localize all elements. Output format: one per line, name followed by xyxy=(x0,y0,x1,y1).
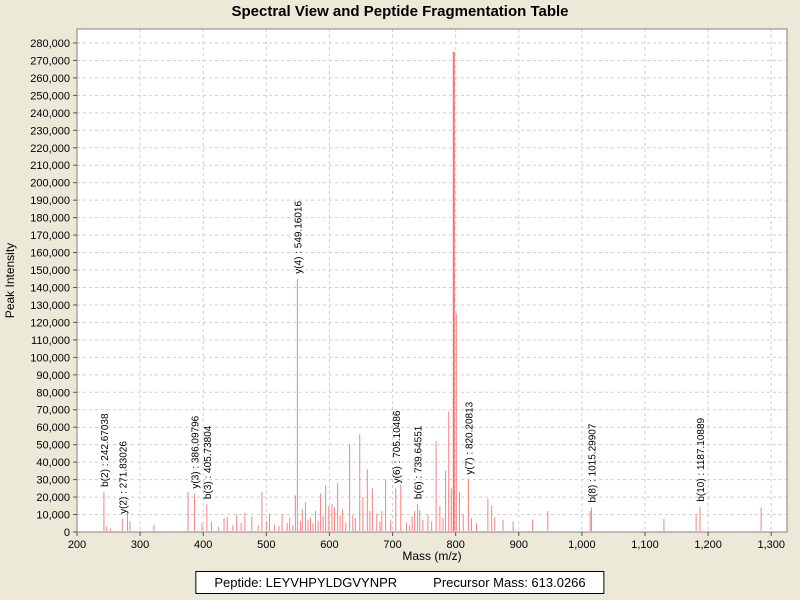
svg-text:1,200: 1,200 xyxy=(694,539,722,551)
svg-text:80,000: 80,000 xyxy=(36,387,70,399)
fragment-ion-label: b(3) : 405.73804 xyxy=(203,425,214,499)
peptide-info-panel: Peptide: LEYVHPYLDGVYNPR Precursor Mass:… xyxy=(195,571,605,594)
svg-text:50,000: 50,000 xyxy=(36,440,70,452)
svg-text:250,000: 250,000 xyxy=(30,90,70,102)
x-axis-label: Mass (m/z) xyxy=(402,549,461,563)
y-axis-label: Peak Intensity xyxy=(3,243,17,318)
peak-annotations: b(2) : 242.67038 y(2) : 271.83026 y(3) : 3… xyxy=(100,200,707,513)
fragment-ion-label: y(2) : 271.83026 xyxy=(118,441,129,514)
svg-text:0: 0 xyxy=(64,527,70,539)
fragment-ion-label: y(7) : 820.20813 xyxy=(464,401,475,474)
svg-text:170,000: 170,000 xyxy=(30,230,70,242)
plot-border xyxy=(76,28,788,533)
fragment-ion-label: b(10) : 1187.10889 xyxy=(696,417,707,501)
precursor-mass-label: Precursor Mass: 613.0266 xyxy=(433,575,586,590)
svg-text:1,100: 1,100 xyxy=(631,539,659,551)
svg-text:40,000: 40,000 xyxy=(36,457,70,469)
svg-text:60,000: 60,000 xyxy=(36,422,70,434)
x-axis: 200 300 400 500 600 700 800 900 1,000 1,100 1,200 1… xyxy=(68,532,785,563)
svg-text:30,000: 30,000 xyxy=(36,475,70,487)
svg-text:300: 300 xyxy=(131,539,149,551)
svg-text:200: 200 xyxy=(68,539,86,551)
svg-text:110,000: 110,000 xyxy=(31,335,70,347)
svg-text:180,000: 180,000 xyxy=(30,213,70,225)
fragment-ion-label: y(4) : 549.16016 xyxy=(293,200,304,273)
svg-text:10,000: 10,000 xyxy=(36,510,70,522)
svg-text:260,000: 260,000 xyxy=(30,73,70,85)
svg-text:280,000: 280,000 xyxy=(30,38,70,50)
svg-text:90,000: 90,000 xyxy=(36,370,70,382)
fragment-ion-label: b(8) : 1015.29907 xyxy=(588,423,599,502)
svg-text:800: 800 xyxy=(446,539,464,551)
svg-text:140,000: 140,000 xyxy=(30,282,70,294)
fragment-ion-label: b(6) : 739.64551 xyxy=(414,425,425,499)
svg-text:1,300: 1,300 xyxy=(757,539,785,551)
svg-text:210,000: 210,000 xyxy=(30,160,70,172)
svg-text:400: 400 xyxy=(194,539,212,551)
svg-text:130,000: 130,000 xyxy=(30,300,70,312)
fragment-ion-label: b(2) : 242.67038 xyxy=(100,413,111,487)
plot-area[interactable] xyxy=(77,29,787,532)
page-title: Spectral View and Peptide Fragmentation … xyxy=(231,3,569,20)
svg-text:190,000: 190,000 xyxy=(30,195,70,207)
svg-text:200,000: 200,000 xyxy=(30,178,70,190)
fragment-ion-label: y(6) : 705.10486 xyxy=(392,410,403,483)
svg-text:220,000: 220,000 xyxy=(30,143,70,155)
peptide-sequence-label: Peptide: LEYVHPYLDGVYNPR xyxy=(214,575,398,590)
svg-text:1,000: 1,000 xyxy=(568,539,596,551)
svg-text:700: 700 xyxy=(383,539,401,551)
svg-text:500: 500 xyxy=(257,539,275,551)
svg-text:230,000: 230,000 xyxy=(30,125,70,137)
svg-text:100,000: 100,000 xyxy=(30,352,70,364)
svg-text:70,000: 70,000 xyxy=(36,405,70,417)
y-axis: 0 10,000 20,000 30,000 40,000 50,000 60,000 70,… xyxy=(3,38,77,539)
svg-text:120,000: 120,000 xyxy=(30,317,70,329)
svg-text:900: 900 xyxy=(510,539,528,551)
svg-text:600: 600 xyxy=(320,539,338,551)
svg-text:270,000: 270,000 xyxy=(30,55,70,67)
svg-text:160,000: 160,000 xyxy=(30,248,70,260)
svg-text:240,000: 240,000 xyxy=(30,108,70,120)
fragment-ion-label: y(3) : 386.09796 xyxy=(190,415,201,488)
peaks[interactable] xyxy=(103,51,762,531)
svg-text:150,000: 150,000 xyxy=(30,265,70,277)
svg-text:20,000: 20,000 xyxy=(36,492,70,504)
grid xyxy=(76,29,787,532)
